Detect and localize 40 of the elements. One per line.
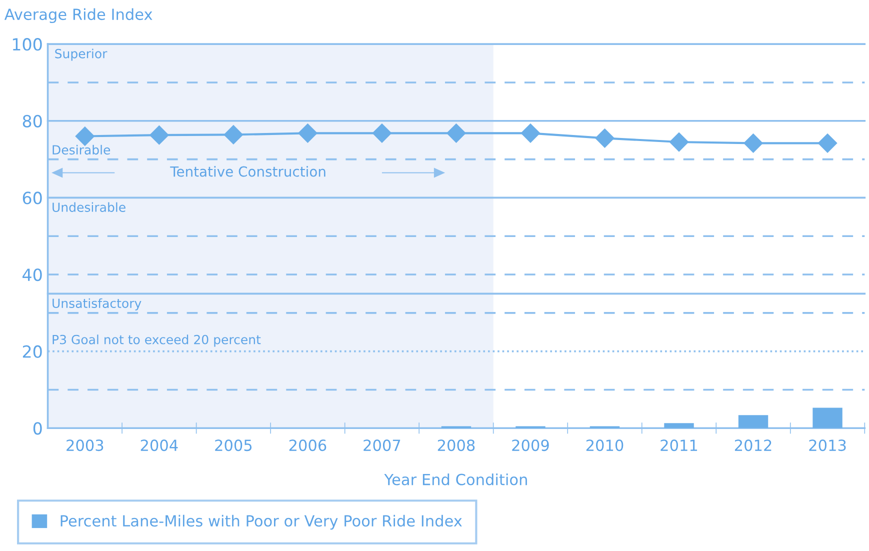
- ref-line-label: Undesirable: [52, 202, 126, 212]
- point: [520, 124, 540, 143]
- legend-label: Percent Lane-Miles with Poor or Very Poor Ride Index: [60, 514, 462, 530]
- y-tick-label: 0: [33, 422, 42, 435]
- ref-line-label: P3 Goal not to exceed 20 percent: [52, 334, 261, 347]
- y-axis-title: Average Ride Index: [4, 8, 152, 24]
- x-tick-label: 2009: [512, 440, 549, 452]
- x-tick-label: 2007: [364, 440, 400, 452]
- x-tick-label: 2010: [586, 440, 624, 452]
- y-tick-label: 40: [22, 268, 42, 282]
- x-tick-label: 2004: [140, 440, 178, 452]
- x-tick-label: 2008: [438, 440, 475, 452]
- y-tick-label: 60: [22, 192, 42, 204]
- annotation: Tentative Construction: [170, 166, 326, 177]
- ref-line-label: Desirable: [52, 144, 110, 155]
- point: [224, 125, 243, 144]
- point: [744, 134, 763, 153]
- y-tick-label: 20: [22, 345, 42, 358]
- point: [298, 124, 318, 143]
- bar: [738, 415, 768, 428]
- point: [75, 126, 94, 146]
- bar: [664, 423, 694, 428]
- x-tick-label: 2011: [660, 440, 698, 452]
- annotation: Superior: [55, 48, 108, 61]
- x-tick-label: 2003: [66, 440, 104, 452]
- x-axis-title: Year End Condition: [384, 473, 527, 486]
- y-tick-label: 80: [22, 114, 42, 128]
- point: [818, 134, 838, 153]
- bar: [812, 408, 842, 428]
- ref-line-label: Unsatisfactory: [52, 298, 142, 310]
- x-tick-label: 2013: [809, 440, 846, 452]
- x-tick-label: 2006: [289, 440, 326, 452]
- x-tick-label: 2005: [215, 440, 252, 452]
- y-tick-label: 100: [12, 38, 42, 51]
- point: [669, 132, 689, 152]
- x-tick-label: 2012: [734, 440, 772, 452]
- point: [150, 126, 169, 145]
- point: [595, 128, 614, 148]
- point: [446, 124, 466, 143]
- point: [372, 124, 392, 143]
